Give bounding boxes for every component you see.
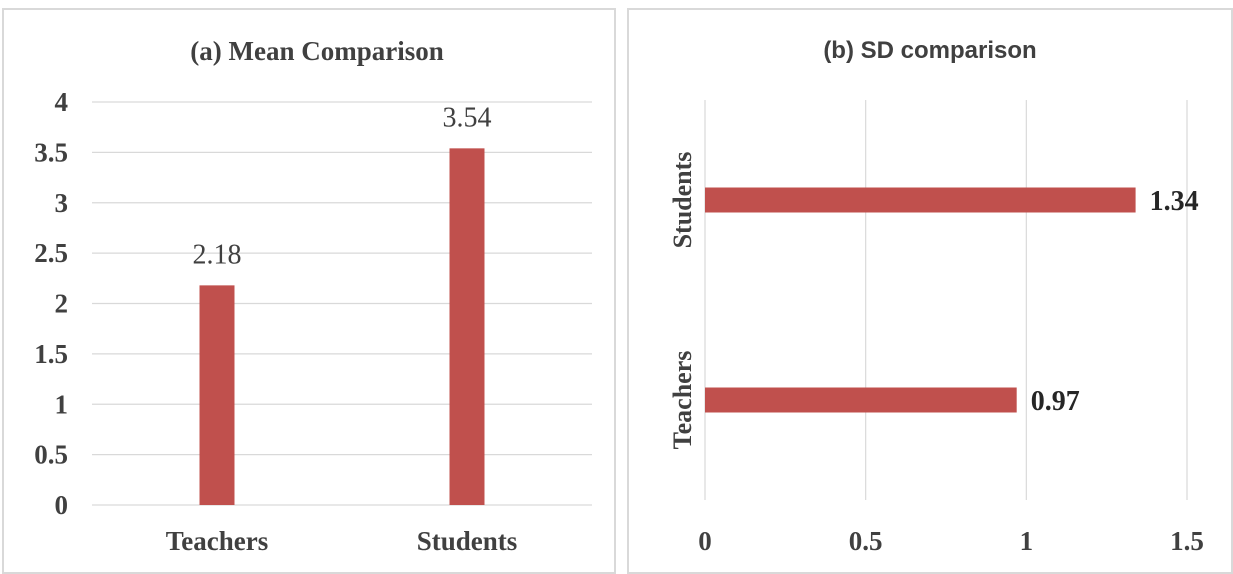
y-tick-label: 0 bbox=[55, 490, 69, 520]
x-tick-label: 1.5 bbox=[1170, 526, 1204, 556]
y-tick-label: Teachers bbox=[668, 351, 697, 450]
x-tick-label: 0 bbox=[698, 526, 712, 556]
y-tick-label: 0.5 bbox=[34, 440, 68, 470]
x-tick-label: Students bbox=[417, 526, 518, 556]
bar-students bbox=[705, 187, 1136, 213]
y-tick-label: 1.5 bbox=[34, 339, 68, 369]
data-label: 1.34 bbox=[1150, 186, 1199, 217]
y-tick-label: 3.5 bbox=[34, 137, 68, 167]
x-tick-label: 0.5 bbox=[849, 526, 883, 556]
bar-teachers bbox=[199, 285, 235, 505]
y-tick-label: 4 bbox=[55, 87, 69, 117]
bar-students bbox=[449, 148, 485, 505]
y-tick-label: 2.5 bbox=[34, 238, 68, 268]
chart-frame bbox=[2, 8, 616, 574]
data-label: 3.54 bbox=[443, 102, 492, 133]
mean-comparison-chart: (a) Mean Comparison 0 0.5 1 1.5 2 2.5 3 3.5 4 2.18… bbox=[2, 8, 616, 574]
chart-title: (a) Mean Comparison bbox=[190, 36, 443, 66]
y-tick-label: 3 bbox=[55, 188, 69, 218]
y-tick-label: Students bbox=[668, 152, 697, 249]
y-tick-label: 1 bbox=[55, 389, 69, 419]
sd-comparison-chart: (b) SD comparison 0 0.5 1 1.5 0.97 Teachers 1.3… bbox=[624, 0, 1233, 574]
data-label: 0.97 bbox=[1031, 386, 1080, 417]
sd-comparison-plot: (b) SD comparison 0 0.5 1 1.5 0.97 Teachers 1.3… bbox=[668, 37, 1204, 556]
data-label: 2.18 bbox=[193, 239, 242, 270]
y-tick-label: 2 bbox=[55, 289, 69, 319]
chart-frame bbox=[627, 8, 1233, 574]
x-tick-label: 1 bbox=[1020, 526, 1034, 556]
bar-teachers bbox=[705, 387, 1017, 413]
chart-title: (b) SD comparison bbox=[823, 37, 1036, 64]
x-tick-label: Teachers bbox=[166, 526, 269, 556]
mean-comparison-plot: (a) Mean Comparison00.511.522.533.542.18… bbox=[34, 36, 592, 556]
